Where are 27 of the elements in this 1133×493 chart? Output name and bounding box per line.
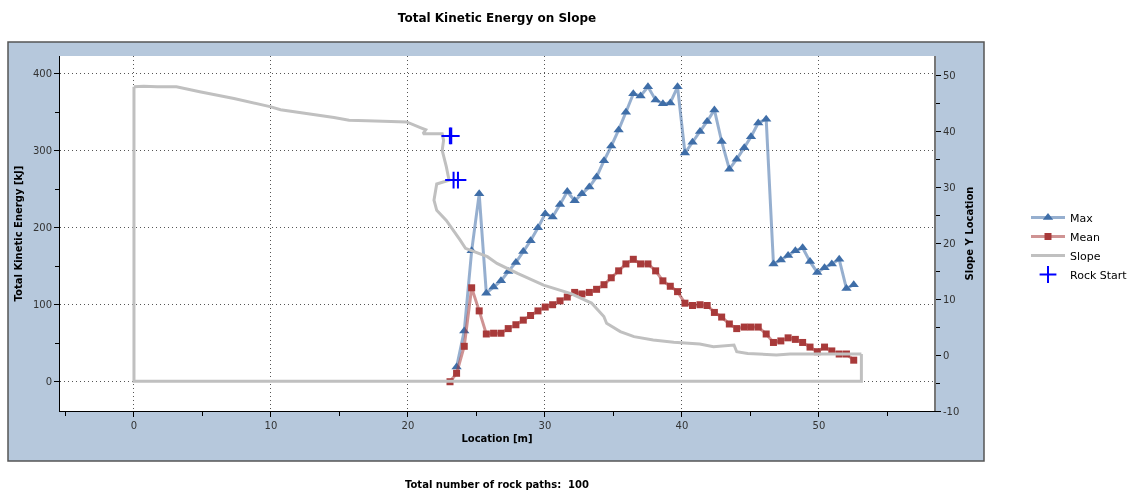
- legend-label: Mean: [1070, 230, 1100, 244]
- x-tick-label: 50: [812, 420, 826, 431]
- y2-tick-label: 40: [943, 125, 956, 137]
- y-tick-label: 100: [32, 299, 52, 311]
- y-tick-label: 300: [32, 145, 52, 157]
- x-tick-label: 20: [401, 420, 415, 431]
- y-axis-title: Total Kinetic Energy [kJ]: [12, 165, 24, 302]
- y2-tick-label: -10: [943, 405, 960, 417]
- y2-tick-label: 30: [943, 181, 956, 193]
- x-tick-label: 40: [675, 420, 689, 431]
- x-tick-label: 0: [130, 420, 138, 431]
- x-tick-label: 10: [264, 420, 278, 431]
- text: Total number of rock paths: 100: [405, 479, 590, 490]
- y2-tick-label: 10: [943, 293, 956, 305]
- x-axis-title: Location [m]: [461, 432, 533, 444]
- legend-label: Slope: [1070, 249, 1101, 263]
- y-tick-label: 200: [32, 222, 52, 234]
- y-tick-label: 0: [45, 376, 52, 388]
- y-tick-label: 400: [32, 68, 52, 80]
- legend-label: Rock Start: [1070, 268, 1128, 282]
- chart-title: Total Kinetic Energy on Slope: [397, 11, 597, 26]
- y2-tick-label: 20: [943, 237, 956, 249]
- y2-tick-label: 50: [943, 70, 956, 82]
- y2-tick-label: 0: [943, 349, 950, 361]
- x-tick-label: 30: [538, 420, 552, 431]
- y2-axis-title: Slope Y Location: [964, 186, 976, 281]
- legend-label: Max: [1070, 211, 1094, 225]
